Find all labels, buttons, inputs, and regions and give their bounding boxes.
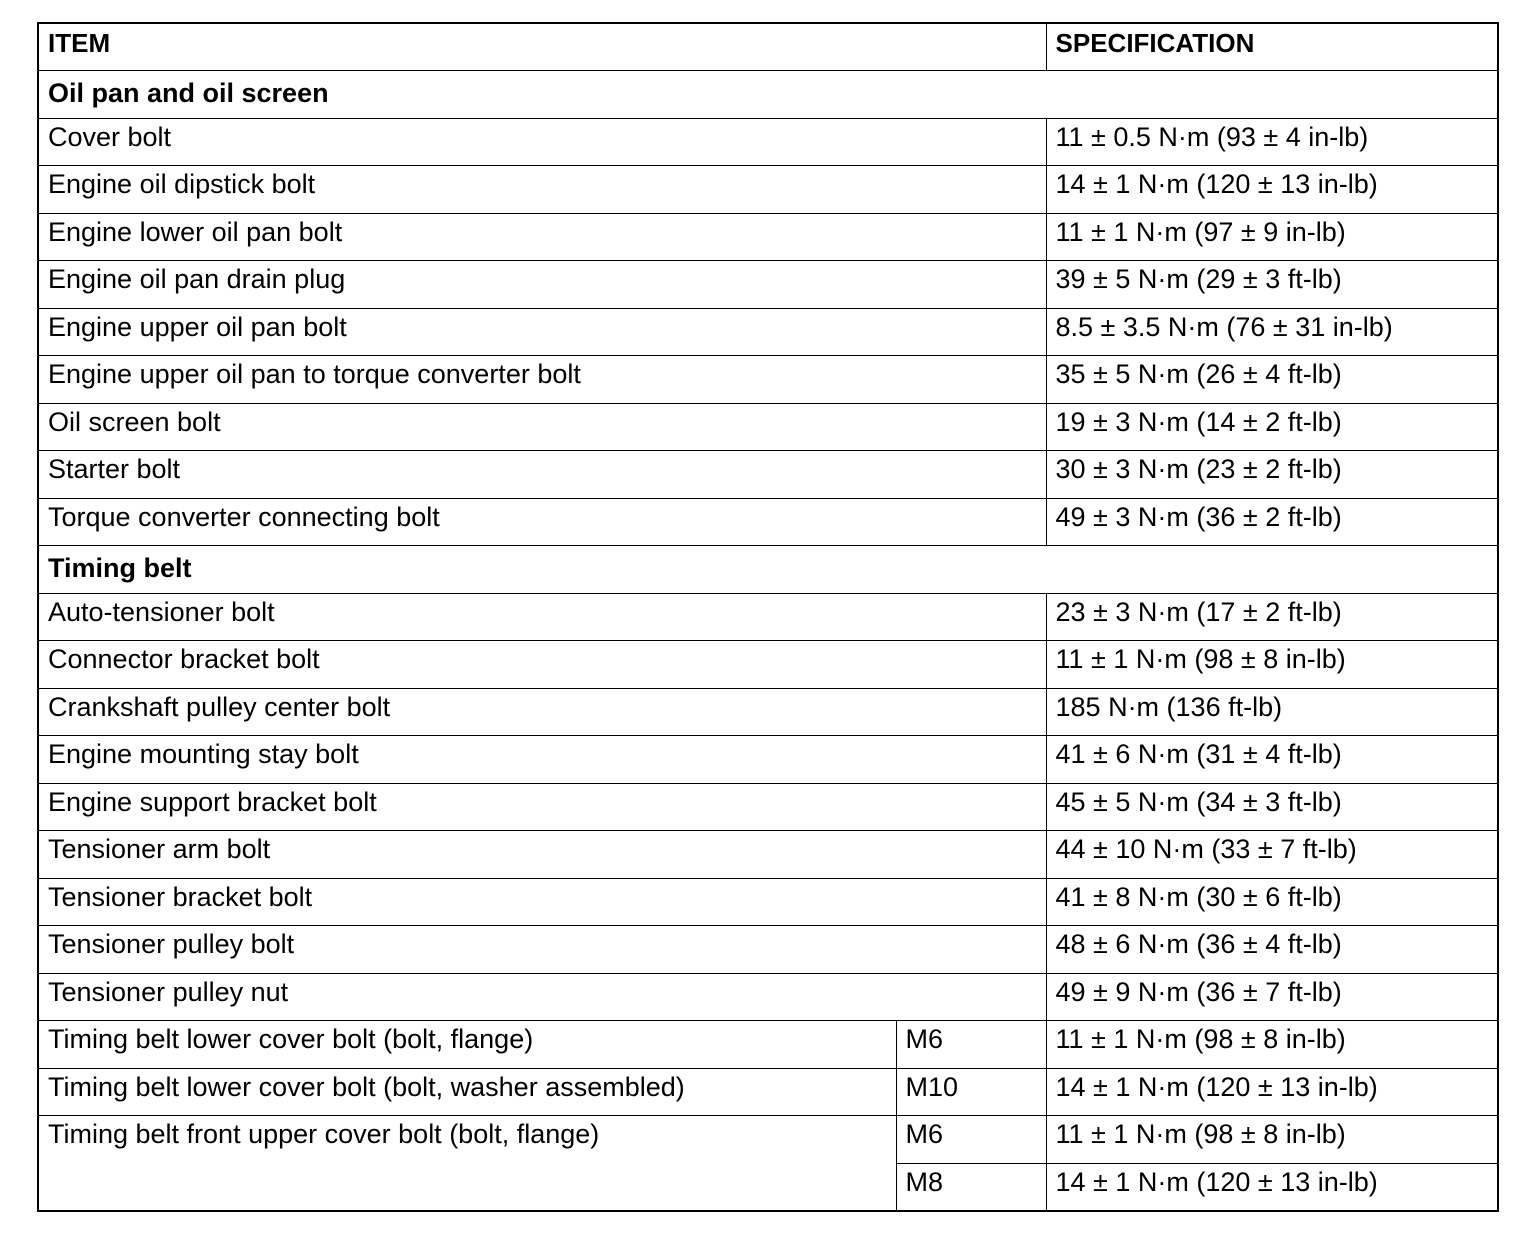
item-cell: Starter bolt — [37, 450, 1047, 499]
table-row: Engine mounting stay bolt 41 ± 6 N·m (31 … — [37, 735, 1499, 784]
spec-cell: 11 ± 1 N·m (98 ± 8 in-lb) — [1045, 640, 1499, 689]
spec-cell: 41 ± 8 N·m (30 ± 6 ft-lb) — [1045, 877, 1499, 926]
table-row: Connector bracket bolt 11 ± 1 N·m (98 ± 8… — [37, 640, 1499, 689]
item-cell: Engine mounting stay bolt — [37, 735, 1047, 784]
item-cell: Torque converter connecting bolt — [37, 497, 1047, 546]
table-row: Timing belt front upper cover bolt (bolt… — [37, 1115, 1499, 1211]
item-cell: Cover bolt — [37, 117, 1047, 166]
table-row: Starter bolt 30 ± 3 N·m (23 ± 2 ft-lb) — [37, 450, 1499, 499]
section-row: Timing belt — [37, 545, 1499, 594]
table-row: Engine oil pan drain plug 39 ± 5 N·m (29 … — [37, 260, 1499, 309]
spec-cell: 41 ± 6 N·m (31 ± 4 ft-lb) — [1045, 735, 1499, 784]
spec-cell: 45 ± 5 N·m (34 ± 3 ft-lb) — [1045, 782, 1499, 831]
spec-cell: 14 ± 1 N·m (120 ± 13 in-lb) — [1045, 1067, 1499, 1116]
spec-cell: 23 ± 3 N·m (17 ± 2 ft-lb) — [1045, 592, 1499, 641]
table-row: Engine support bracket bolt 45 ± 5 N·m (3… — [37, 782, 1499, 831]
spec-cell: 49 ± 9 N·m (36 ± 7 ft-lb) — [1045, 972, 1499, 1021]
item-cell: Engine oil dipstick bolt — [37, 165, 1047, 214]
item-cell: Tensioner pulley nut — [37, 972, 1047, 1021]
spec-cell: 11 ± 0.5 N·m (93 ± 4 in-lb) — [1045, 117, 1499, 166]
spec-cell: 14 ± 1 N·m (120 ± 13 in-lb) — [1045, 1162, 1499, 1211]
table-row: Tensioner bracket bolt 41 ± 8 N·m (30 ± 6… — [37, 877, 1499, 926]
table-row: Auto-tensioner bolt 23 ± 3 N·m (17 ± 2 ft… — [37, 592, 1499, 641]
table-row: Oil screen bolt 19 ± 3 N·m (14 ± 2 ft-lb) — [37, 402, 1499, 451]
spec-cell: 11 ± 1 N·m (98 ± 8 in-lb) — [1045, 1115, 1499, 1164]
spec-cell: 8.5 ± 3.5 N·m (76 ± 31 in-lb) — [1045, 307, 1499, 356]
item-cell: Tensioner pulley bolt — [37, 925, 1047, 974]
table-row: Timing belt lower cover bolt (bolt, flan… — [37, 1020, 1499, 1069]
spec-cell: 185 N·m (136 ft-lb) — [1045, 687, 1499, 736]
item-cell: Connector bracket bolt — [37, 640, 1047, 689]
table-row: Engine upper oil pan to torque converter… — [37, 355, 1499, 404]
item-cell: Timing belt front upper cover bolt (bolt… — [37, 1115, 897, 1211]
spec-cell: 11 ± 1 N·m (97 ± 9 in-lb) — [1045, 212, 1499, 261]
spec-cell: 44 ± 10 N·m (33 ± 7 ft-lb) — [1045, 830, 1499, 879]
table-row: Tensioner pulley bolt 48 ± 6 N·m (36 ± 4 … — [37, 925, 1499, 974]
item-cell: Oil screen bolt — [37, 402, 1047, 451]
size-cell: M10 — [895, 1067, 1047, 1116]
section-title: Oil pan and oil screen — [37, 70, 1499, 119]
table-row: Crankshaft pulley center bolt 185 N·m (13… — [37, 687, 1499, 736]
item-cell: Timing belt lower cover bolt (bolt, wash… — [37, 1067, 897, 1116]
table-row: Tensioner pulley nut 49 ± 9 N·m (36 ± 7 f… — [37, 972, 1499, 1021]
size-cell: M6 — [895, 1020, 1047, 1069]
header-specification: SPECIFICATION — [1045, 22, 1499, 71]
size-cell: M8 — [895, 1162, 1047, 1211]
table-row: Engine lower oil pan bolt 11 ± 1 N·m (97 … — [37, 212, 1499, 261]
table-row: Timing belt lower cover bolt (bolt, wash… — [37, 1067, 1499, 1116]
table-row: Engine oil dipstick bolt 14 ± 1 N·m (120 … — [37, 165, 1499, 214]
spec-cell: 14 ± 1 N·m (120 ± 13 in-lb) — [1045, 165, 1499, 214]
table-row: Engine upper oil pan bolt 8.5 ± 3.5 N·m (… — [37, 307, 1499, 356]
item-cell: Tensioner bracket bolt — [37, 877, 1047, 926]
section-row: Oil pan and oil screen — [37, 70, 1499, 119]
spec-cell: 35 ± 5 N·m (26 ± 4 ft-lb) — [1045, 355, 1499, 404]
spec-cell: 39 ± 5 N·m (29 ± 3 ft-lb) — [1045, 260, 1499, 309]
section-title: Timing belt — [37, 545, 1499, 594]
header-item: ITEM — [37, 22, 1047, 71]
spec-cell: 48 ± 6 N·m (36 ± 4 ft-lb) — [1045, 925, 1499, 974]
spec-cell: 49 ± 3 N·m (36 ± 2 ft-lb) — [1045, 497, 1499, 546]
header-row: ITEM SPECIFICATION — [37, 22, 1499, 71]
spec-cell: 19 ± 3 N·m (14 ± 2 ft-lb) — [1045, 402, 1499, 451]
item-cell: Tensioner arm bolt — [37, 830, 1047, 879]
item-cell: Auto-tensioner bolt — [37, 592, 1047, 641]
torque-spec-table: ITEM SPECIFICATION Oil pan and oil scree… — [37, 22, 1500, 1212]
table-row: Cover bolt 11 ± 0.5 N·m (93 ± 4 in-lb) — [37, 117, 1499, 166]
spec-cell: 30 ± 3 N·m (23 ± 2 ft-lb) — [1045, 450, 1499, 499]
table-row: Tensioner arm bolt 44 ± 10 N·m (33 ± 7 ft… — [37, 830, 1499, 879]
item-cell: Engine oil pan drain plug — [37, 260, 1047, 309]
table-row: Torque converter connecting bolt 49 ± 3 N… — [37, 497, 1499, 546]
item-cell: Engine upper oil pan bolt — [37, 307, 1047, 356]
table-row: M8 14 ± 1 N·m (120 ± 13 in-lb) — [38, 1162, 1499, 1211]
item-cell: Engine support bracket bolt — [37, 782, 1047, 831]
item-cell: Timing belt lower cover bolt (bolt, flan… — [37, 1020, 897, 1069]
item-cell: Engine upper oil pan to torque converter… — [37, 355, 1047, 404]
item-cell: Engine lower oil pan bolt — [37, 212, 1047, 261]
spec-cell: 11 ± 1 N·m (98 ± 8 in-lb) — [1045, 1020, 1499, 1069]
item-cell: Crankshaft pulley center bolt — [37, 687, 1047, 736]
size-cell: M6 — [895, 1115, 1047, 1164]
